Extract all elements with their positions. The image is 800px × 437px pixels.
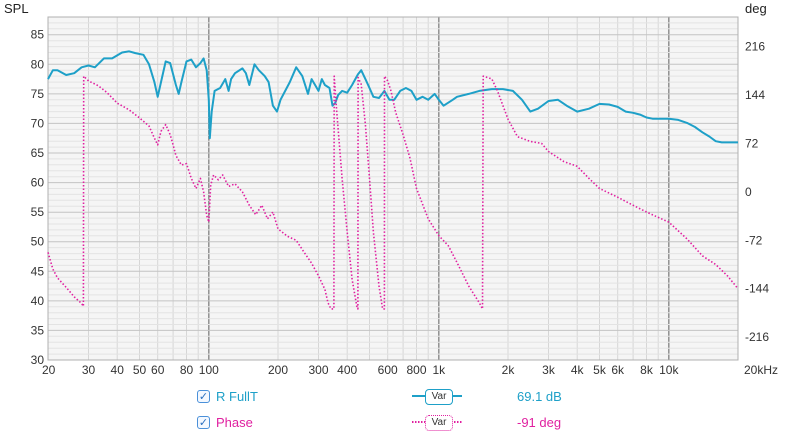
left-tick-label: 35	[31, 323, 45, 337]
x-tick-label: 600	[378, 363, 398, 377]
right-tick-label: 144	[745, 88, 765, 102]
x-tick-label: 20	[42, 363, 56, 377]
right-tick-label: -72	[745, 233, 763, 247]
x-tick-label: 80	[180, 363, 194, 377]
x-tick-label: 400	[337, 363, 357, 377]
legend-value-phase: -91 deg	[517, 415, 562, 430]
legend-label-phase: Phase	[216, 414, 253, 430]
right-axis: -216 -144 -72 0 72 144 216	[745, 40, 769, 345]
x-tick-label: 1k	[432, 363, 446, 377]
x-tick-label: 50	[133, 363, 147, 377]
x-axis: 20 30 40 50 60 80 100 200 300 400 600 800 1k 2k 3k 4k 5k…	[42, 363, 778, 377]
right-tick-label: -216	[745, 330, 769, 344]
x-tick-label: 5k	[593, 363, 607, 377]
left-tick-label: 45	[31, 264, 45, 278]
left-tick-label: 30	[31, 353, 45, 367]
x-tick-label: 60	[151, 363, 165, 377]
legend: ✓ R FullT Var 69.1 dB ✓ Phase Var -91 de…	[0, 383, 800, 437]
legend-row-rfullt[interactable]: ✓ R FullT	[197, 385, 258, 407]
x-tick-label: 4k	[571, 363, 585, 377]
var-control-rfullt[interactable]: Var	[412, 387, 462, 407]
grid	[47, 16, 739, 361]
right-tick-label: -144	[745, 282, 769, 296]
x-tick-label: 200	[268, 363, 288, 377]
left-tick-label: 55	[31, 205, 45, 219]
left-tick-label: 85	[31, 28, 45, 42]
left-tick-label: 65	[31, 146, 45, 160]
x-tick-label: 300	[308, 363, 328, 377]
left-tick-label: 60	[31, 176, 45, 190]
var-button-rfullt[interactable]: Var	[425, 389, 453, 405]
plot-border	[47, 16, 739, 361]
x-tick-label: 40	[111, 363, 125, 377]
x-tick-label: 20kHz	[744, 363, 778, 377]
series-layer	[47, 50, 739, 310]
legend-label-rfullt: R FullT	[216, 388, 258, 404]
legend-value-rfullt: 69.1 dB	[517, 389, 562, 404]
left-tick-label: 50	[31, 235, 45, 249]
x-tick-label: 100	[199, 363, 219, 377]
series-phase	[47, 75, 739, 310]
x-tick-label: 800	[406, 363, 426, 377]
checkbox-rfullt[interactable]: ✓	[197, 389, 210, 403]
x-tick-label: 10k	[659, 363, 679, 377]
checkbox-phase[interactable]: ✓	[197, 415, 210, 429]
x-tick-label: 8k	[640, 363, 654, 377]
x-tick-label: 30	[82, 363, 96, 377]
x-tick-label: 3k	[542, 363, 556, 377]
right-tick-label: 0	[745, 185, 752, 199]
left-tick-label: 40	[31, 294, 45, 308]
right-tick-label: 72	[745, 136, 759, 150]
var-control-phase[interactable]: Var	[412, 413, 462, 433]
right-axis-title: deg	[745, 1, 767, 16]
x-tick-label: 6k	[611, 363, 625, 377]
left-tick-label: 70	[31, 116, 45, 130]
left-tick-label: 80	[31, 57, 45, 71]
left-axis: 30 35 40 45 50 55 60 65 70 75 80 85	[31, 28, 45, 367]
left-tick-label: 75	[31, 87, 45, 101]
x-tick-label: 2k	[502, 363, 516, 377]
right-tick-label: 216	[745, 40, 765, 54]
chart: 30 35 40 45 50 55 60 65 70 75 80 85 -216 -144 -72 0 72 1…	[4, 1, 778, 377]
series-r-fullt	[47, 50, 738, 144]
var-button-phase[interactable]: Var	[425, 415, 453, 431]
left-axis-title: SPL	[4, 1, 29, 16]
legend-row-phase[interactable]: ✓ Phase	[197, 411, 253, 433]
